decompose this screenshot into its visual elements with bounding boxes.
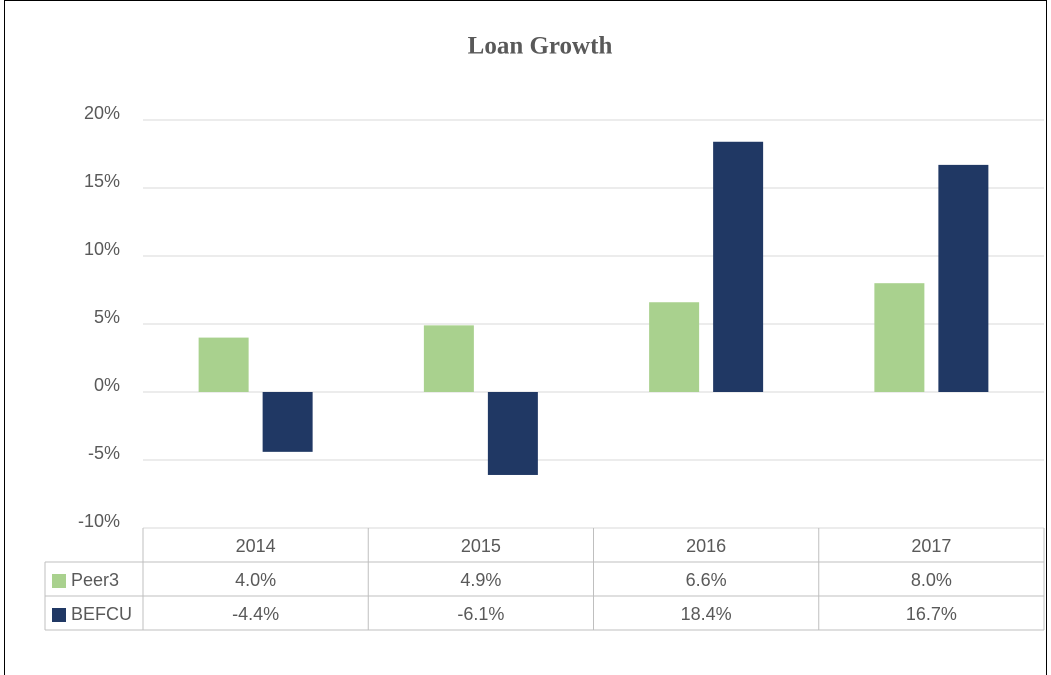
legend-key [52, 574, 66, 588]
x-tick-label: 2016 [686, 536, 726, 556]
data-table-value: -6.1% [457, 604, 504, 624]
data-table-value: -4.4% [232, 604, 279, 624]
bar [262, 392, 313, 452]
x-tick-label: 2015 [461, 536, 501, 556]
bar [487, 392, 538, 475]
legend-label: BEFCU [71, 604, 132, 624]
legend-label: Peer3 [71, 570, 119, 590]
x-tick-label: 2014 [236, 536, 276, 556]
legend-key [52, 608, 66, 622]
bar [198, 337, 249, 392]
data-table-value: 4.9% [460, 570, 501, 590]
y-tick-label: -5% [88, 443, 120, 463]
data-table-value: 4.0% [235, 570, 276, 590]
y-tick-label: 5% [94, 307, 120, 327]
y-tick-label: -10% [78, 511, 120, 531]
chart-frame [4, 0, 1047, 675]
data-table-value: 18.4% [681, 604, 732, 624]
y-tick-label: 15% [84, 171, 120, 191]
bar [649, 302, 700, 392]
bar [938, 164, 989, 392]
y-tick-label: 20% [84, 103, 120, 123]
bar [874, 283, 925, 392]
bar [423, 325, 474, 392]
y-tick-label: 10% [84, 239, 120, 259]
data-table-value: 16.7% [906, 604, 957, 624]
y-tick-label: 0% [94, 375, 120, 395]
bar [713, 141, 764, 392]
data-table-value: 8.0% [911, 570, 952, 590]
data-table-value: 6.6% [686, 570, 727, 590]
chart-title: Loan Growth [468, 33, 613, 60]
x-tick-label: 2017 [911, 536, 951, 556]
